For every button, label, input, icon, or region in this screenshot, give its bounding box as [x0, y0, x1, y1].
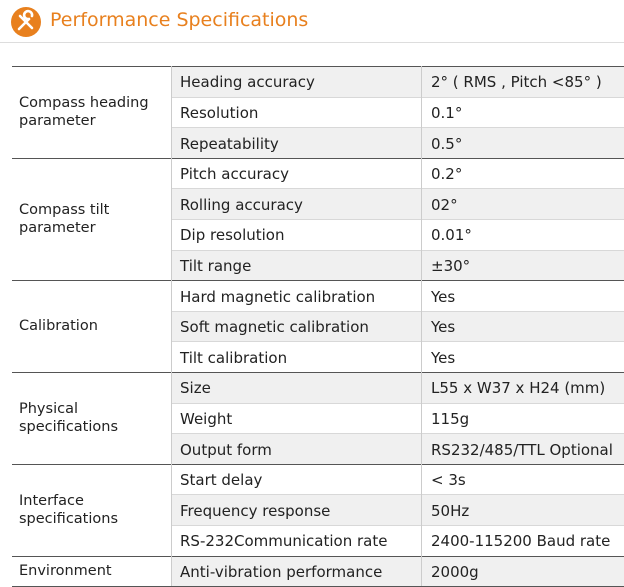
row-bg	[172, 311, 624, 342]
row-line	[172, 219, 624, 220]
group-line	[12, 555, 624, 557]
value: 2400-115200 Baud rate	[431, 532, 611, 551]
group-label: Compass tilt parameter	[19, 202, 110, 236]
value: < 3s	[431, 471, 466, 490]
row-line	[172, 433, 624, 435]
value: 2000g	[431, 562, 479, 581]
group-line	[12, 157, 624, 159]
value: 02°	[431, 195, 458, 214]
table-top	[12, 66, 624, 67]
row-bg	[172, 67, 624, 97]
row-line	[172, 96, 624, 98]
row-line	[172, 341, 624, 343]
param: Heading accuracy	[180, 73, 315, 92]
value: L55 x W37 x H24 (mm)	[431, 379, 606, 398]
row-line	[172, 188, 624, 190]
param: Soft magnetic calibration	[180, 318, 369, 337]
row-bg	[172, 189, 624, 219]
row-line	[172, 494, 624, 496]
row-bg	[172, 556, 624, 587]
row-bg	[172, 250, 624, 281]
value: 2° ( RMS , Pitch <85° )	[431, 73, 602, 92]
group-label: Interface specifications	[19, 492, 119, 527]
value: Yes	[431, 287, 456, 306]
wrench-icon	[11, 7, 41, 37]
col-line	[171, 66, 172, 587]
group-label: Environment	[19, 562, 112, 579]
param: Dip resolution	[180, 226, 285, 245]
value: 50Hz	[431, 501, 470, 520]
row-bg	[172, 434, 624, 464]
value: 0.5°	[431, 134, 463, 153]
param: Pitch accuracy	[180, 165, 289, 184]
param: Frequency response	[180, 501, 331, 520]
value: 115g	[431, 409, 470, 428]
param: Rolling accuracy	[180, 195, 303, 214]
divider	[0, 42, 624, 43]
col-line	[421, 66, 422, 587]
group-label: Compass heading parameter	[19, 94, 149, 129]
value: Yes	[431, 348, 456, 367]
row-line	[172, 310, 624, 312]
value: RS232/485/TTL Optional	[431, 440, 613, 459]
row-line	[172, 127, 624, 129]
value: 0.1°	[431, 103, 463, 122]
param: Hard magnetic calibration	[180, 287, 376, 306]
value: ±30°	[431, 256, 471, 275]
param: Output form	[180, 440, 272, 459]
group-line	[12, 372, 624, 373]
row-bg	[172, 373, 624, 403]
row-line	[172, 249, 624, 251]
row-line	[172, 525, 624, 526]
row-line	[172, 402, 624, 404]
value: 0.01°	[431, 226, 472, 245]
param: Repeatability	[180, 134, 279, 153]
group-label: Physical specifications	[19, 400, 119, 435]
param: Start delay	[180, 471, 263, 490]
param: RS-232Communication rate	[180, 532, 388, 551]
group-label: Calibration	[19, 318, 98, 335]
param: Tilt calibration	[180, 348, 288, 367]
param: Tilt range	[180, 256, 252, 275]
row-bg	[172, 495, 624, 525]
row-bg	[172, 128, 624, 158]
param: Resolution	[180, 103, 259, 122]
param: Size	[180, 379, 211, 398]
param: Weight	[180, 409, 233, 428]
value: 0.2°	[431, 165, 463, 184]
group-line	[12, 463, 624, 465]
value: Yes	[431, 318, 456, 337]
param: Anti-vibration performance	[180, 562, 383, 581]
title: Performance Specifications	[50, 9, 309, 31]
group-line	[12, 280, 624, 282]
